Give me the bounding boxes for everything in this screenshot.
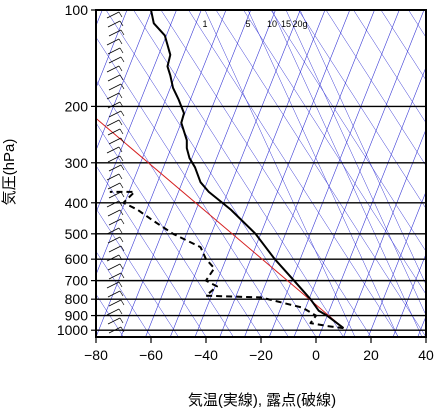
y-tick-label: 300	[65, 155, 89, 171]
y-tick-label: 700	[65, 273, 89, 289]
y-tick-label: 500	[65, 226, 89, 242]
x-tick-label: 20	[363, 347, 379, 363]
y-axis-label: 気圧(hPa)	[1, 139, 18, 206]
y-tick-label: 200	[65, 98, 89, 114]
y-tick-label: 100	[65, 2, 89, 18]
x-tick-label: −60	[139, 347, 163, 363]
mixing-ratio-label: 20g	[292, 19, 307, 29]
mixing-ratio-label: 10	[267, 19, 277, 29]
y-tick-label: 400	[65, 195, 89, 211]
x-tick-label: 0	[312, 347, 320, 363]
mixing-ratio-label: 1	[202, 19, 207, 29]
x-tick-label: −40	[194, 347, 218, 363]
y-tick-label: 600	[65, 251, 89, 267]
x-tick-label: −20	[249, 347, 273, 363]
x-tick-label: −80	[84, 347, 108, 363]
mixing-ratio-label: 15	[281, 19, 291, 29]
y-tick-label: 1000	[57, 322, 88, 338]
x-tick-label: 40	[418, 347, 434, 363]
y-tick-label: 800	[65, 291, 89, 307]
mixing-ratio-label: 5	[245, 19, 250, 29]
x-axis-label: 気温(実線), 露点(破線)	[188, 392, 336, 409]
y-tick-label: 900	[65, 308, 89, 324]
